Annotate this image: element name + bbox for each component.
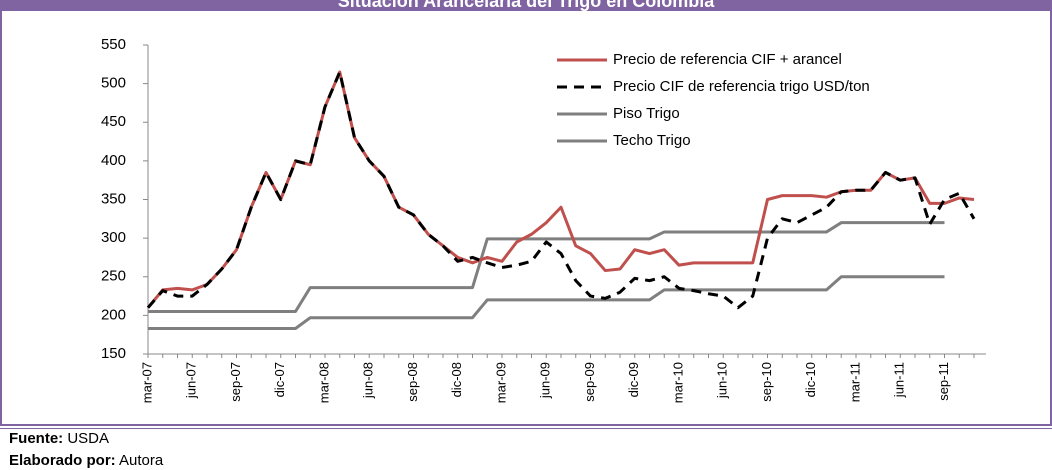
author-line: Elaborado por: Autora bbox=[9, 452, 163, 469]
y-tick-label: 450 bbox=[101, 113, 126, 130]
x-tick-label: dic-10 bbox=[803, 362, 818, 397]
series-line bbox=[148, 221, 945, 314]
legend-label: Precio de referencia CIF + arancel bbox=[613, 51, 842, 68]
author-label: Elaborado por: bbox=[9, 452, 116, 469]
x-tick-label: jun-10 bbox=[715, 362, 730, 399]
y-tick-label: 400 bbox=[101, 152, 126, 169]
source-text: USDA bbox=[67, 430, 110, 447]
x-tick-label: jun-09 bbox=[538, 362, 553, 399]
author-text: Autora bbox=[119, 452, 164, 469]
x-tick-label: mar-10 bbox=[670, 362, 685, 403]
y-tick-label: 300 bbox=[101, 229, 126, 246]
separator bbox=[0, 424, 1052, 429]
source-label: Fuente: bbox=[9, 430, 64, 447]
chart-title: Situación Arancelaria del Trigo en Colom… bbox=[337, 0, 715, 11]
x-tick-label: mar-09 bbox=[493, 362, 508, 403]
x-tick-label: sep-08 bbox=[405, 362, 420, 402]
legend-label: Techo Trigo bbox=[613, 132, 691, 149]
x-tick-label: mar-08 bbox=[316, 362, 331, 403]
x-tick-label: mar-07 bbox=[139, 362, 154, 403]
series-line bbox=[146, 70, 976, 310]
chart: 150 200 250 300 350 400 450 500 550 mar-07 jun-07 s… bbox=[101, 36, 986, 403]
x-tick-label: sep-11 bbox=[936, 362, 951, 401]
series-line bbox=[146, 70, 975, 309]
legend-label: Precio CIF de referencia trigo USD/ton bbox=[613, 78, 870, 95]
header-bar: Situación Arancelaria del Trigo en Colom… bbox=[0, 0, 1052, 11]
y-tick-label: 250 bbox=[101, 268, 126, 285]
y-tick-label: 150 bbox=[101, 345, 126, 362]
x-tick-label: mar-11 bbox=[847, 362, 862, 402]
x-tick-label: dic-09 bbox=[626, 362, 641, 397]
x-tick-label: sep-10 bbox=[759, 362, 774, 402]
y-tick-label: 350 bbox=[101, 190, 126, 207]
source-line: Fuente: USDA bbox=[9, 430, 109, 447]
x-tick-label: dic-08 bbox=[449, 362, 464, 397]
y-tick-label: 200 bbox=[101, 306, 126, 323]
x-tick-label: jun-08 bbox=[361, 362, 376, 399]
x-tick-label: jun-11 bbox=[892, 362, 907, 398]
frame bbox=[0, 0, 1052, 426]
series-line bbox=[148, 275, 945, 331]
x-tick-label: dic-07 bbox=[272, 362, 287, 397]
y-tick-label: 500 bbox=[101, 75, 126, 92]
x-tick-label: jun-07 bbox=[184, 362, 199, 399]
legend-label: Piso Trigo bbox=[613, 105, 680, 122]
x-tick-label: sep-07 bbox=[228, 362, 243, 402]
x-tick-label: sep-09 bbox=[582, 362, 597, 402]
y-tick-label: 550 bbox=[101, 36, 126, 53]
